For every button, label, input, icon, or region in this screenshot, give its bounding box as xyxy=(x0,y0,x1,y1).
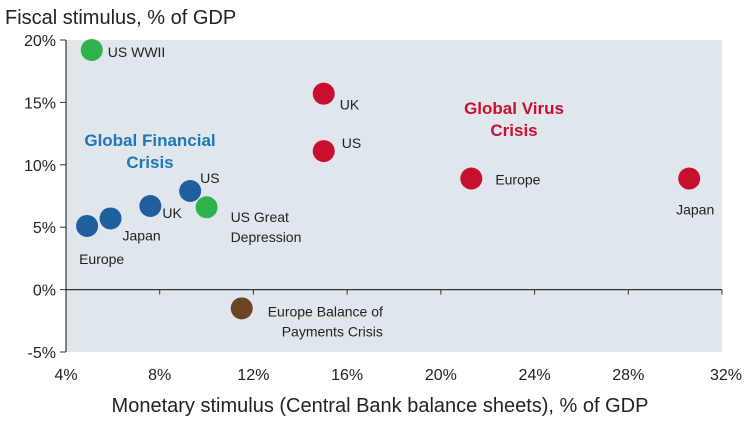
point-label: Japan xyxy=(676,202,714,218)
data-point xyxy=(139,194,162,217)
point-label: US WWII xyxy=(108,44,166,60)
data-point xyxy=(76,214,99,237)
point-label: US Great Depression xyxy=(231,209,302,245)
y-tick-label: 10% xyxy=(24,158,56,175)
data-point xyxy=(678,167,701,190)
group-label-line: Global Virus xyxy=(464,99,564,118)
x-tick-label: 24% xyxy=(519,367,551,384)
y-axis-title: Fiscal stimulus, % of GDP xyxy=(5,7,236,29)
data-point xyxy=(460,167,483,190)
x-tick-label: 4% xyxy=(54,367,77,384)
y-tick-label: 0% xyxy=(33,283,56,300)
y-tick-label: 15% xyxy=(24,95,56,112)
point-label: Europe xyxy=(79,251,124,267)
point-label: Japan xyxy=(123,227,161,243)
x-tick-label: 16% xyxy=(331,367,363,384)
x-tick-label: 32% xyxy=(710,367,742,384)
point-label: US xyxy=(342,135,361,151)
point-label: UK xyxy=(340,97,360,113)
plot-area xyxy=(66,40,722,352)
group-label-line: Crisis xyxy=(490,121,537,140)
point-label: Europe xyxy=(495,172,540,188)
data-point xyxy=(312,82,335,105)
x-axis-ticks: 4% 8% 12% 16% 20% 24% 28% 32% xyxy=(54,289,742,384)
y-tick-label: -5% xyxy=(28,345,56,362)
data-point xyxy=(230,297,253,320)
group-labels: Global Financial Crisis Global Virus Crisis xyxy=(84,99,564,172)
y-tick-label: 20% xyxy=(24,33,56,50)
y-axis-ticks: -5% 0% 5% 10% 15% 20% xyxy=(24,33,66,362)
group-label-line: Crisis xyxy=(126,153,173,172)
x-tick-label: 12% xyxy=(237,367,269,384)
x-axis-title: Monetary stimulus (Central Bank balance … xyxy=(112,395,649,417)
data-point xyxy=(80,38,103,61)
x-tick-label: 8% xyxy=(148,367,171,384)
x-tick-label: 20% xyxy=(425,367,457,384)
y-tick-label: 5% xyxy=(33,220,56,237)
point-label: UK xyxy=(162,205,182,221)
data-point xyxy=(195,196,218,219)
point-label: Europe Balance of Payments Crisis xyxy=(268,303,383,339)
data-point xyxy=(179,180,202,203)
data-point xyxy=(312,140,335,163)
group-label-line: Global Financial xyxy=(84,131,215,150)
data-points xyxy=(76,38,701,320)
data-point xyxy=(99,207,122,230)
point-label: US xyxy=(200,170,219,186)
point-labels: US WWIIUKUSEuropeJapanUSUKJapanEuropeUS … xyxy=(79,44,714,339)
x-tick-label: 28% xyxy=(612,367,644,384)
